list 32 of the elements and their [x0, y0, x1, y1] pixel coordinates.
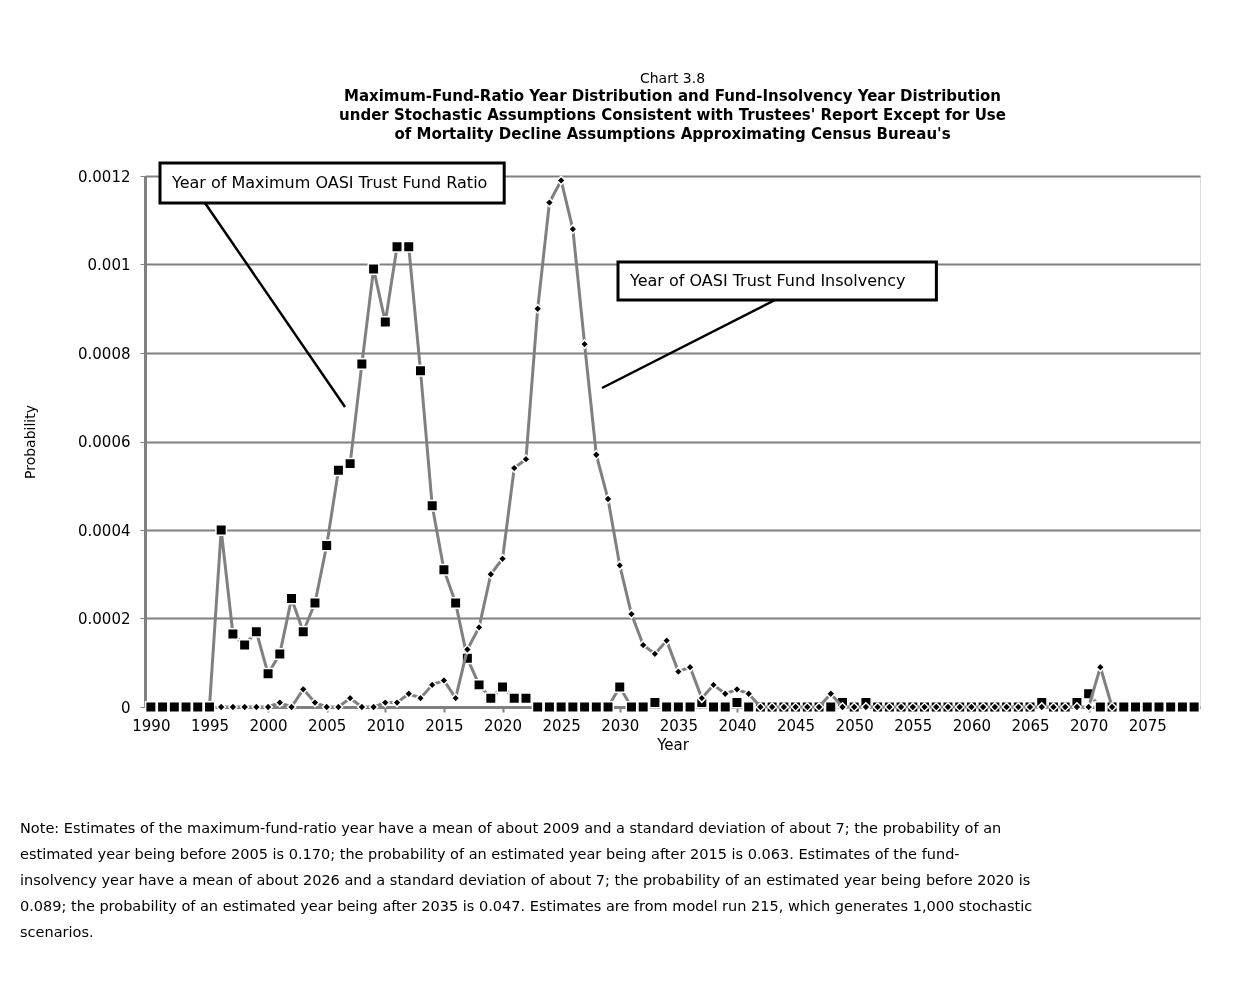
x-tick-label: 2030 — [601, 716, 640, 735]
text: Year of Maximum OASI Trust Fund Ratio — [171, 173, 488, 192]
x-tick-label: 2040 — [718, 716, 757, 735]
x-axis-title: Year — [656, 735, 690, 754]
y-tick-label: 0.0002 — [78, 610, 131, 628]
x-tick-label: 2050 — [835, 716, 874, 735]
y-tick-label: 0 — [120, 698, 131, 717]
text: Year of OASI Trust Fund Insolvency — [629, 271, 906, 290]
x-tick-label: 1995 — [190, 716, 230, 735]
x-tick-label: 2025 — [542, 716, 581, 735]
x-tick-label: 2010 — [366, 716, 405, 735]
y-tick-label: 0.0008 — [78, 344, 131, 363]
x-tick-label: 2070 — [1070, 716, 1109, 735]
chart-title: Chart 3.8 — [639, 69, 706, 86]
chart-subtitle: Maximum-Fund-Ratio Year Distribution and Fund-Insolvency Year Distribution under Stochastic Assumptions Consistent with Trustees' Report Except for Use of Mortality Decline Assumptions Approximating Census Bureau's — [339, 86, 1006, 143]
x-tick-label: 2005 — [308, 716, 347, 735]
y-tick-label: 0.0006 — [78, 433, 131, 451]
x-tick-label: 2065 — [1011, 716, 1050, 735]
x-tick-label: 2055 — [894, 716, 933, 735]
y-axis-title: Probability — [22, 404, 39, 480]
y-tick-label: 0.001 — [87, 256, 131, 274]
x-tick-label: 2075 — [1128, 716, 1167, 735]
x-tick-label: 2045 — [776, 716, 816, 735]
x-tick-label: 2020 — [483, 716, 523, 735]
y-tick-label: 0.0004 — [78, 521, 131, 540]
y-tick-label: 0.0012 — [78, 167, 131, 186]
x-tick-label: 2035 — [659, 716, 698, 735]
x-tick-label: 2015 — [425, 716, 464, 735]
x-tick-label: 2060 — [952, 716, 992, 735]
text: Note: Estimates of the maximum-fund-ratio year have a mean of about 2009 and a standard deviation of about 7; the probability of an estimated year being before 2005 is 0.170; the probability of an estimated year being after 2015 is 0.063. Estimates of the fund-insolvency year have a mean of about 2026 and a standard deviation of about 7; the probability of an estimated year being before 2020 is 0.089; the probability of an estimated year being after 2035 is 0.047. Estimates are from model run 215, which generates 1,000 stochastic scenarios. — [20, 820, 1033, 940]
x-tick-label: 1990 — [132, 716, 171, 735]
x-tick-label: 2000 — [249, 716, 288, 735]
